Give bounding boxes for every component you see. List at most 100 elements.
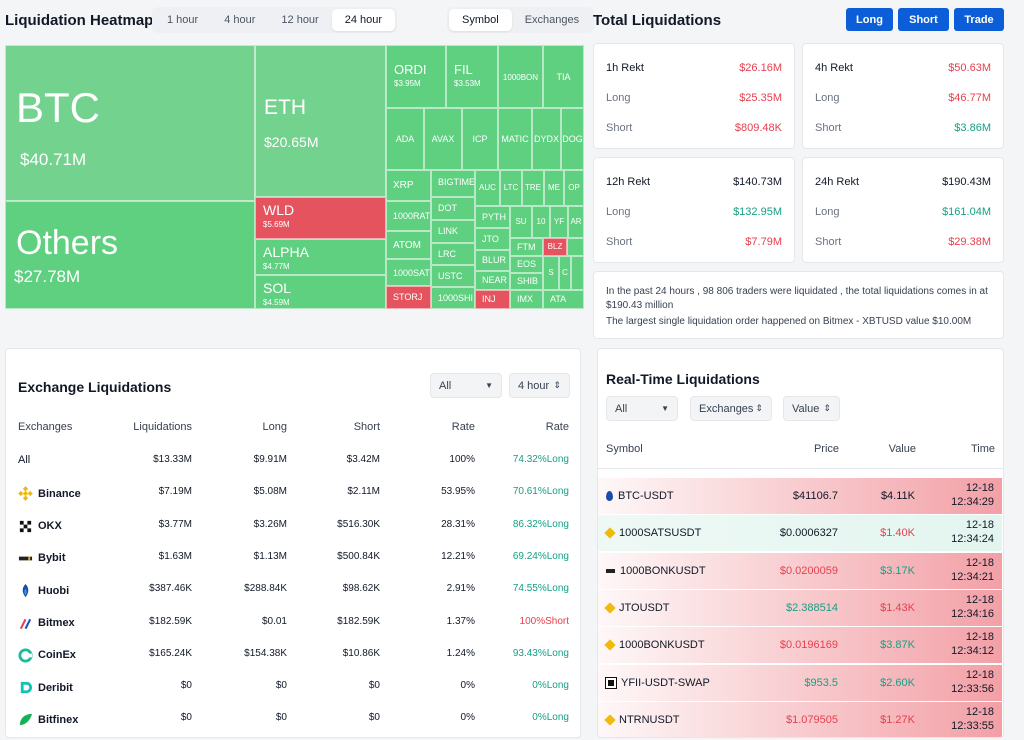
realtime-time-text: 12:34:12	[951, 645, 994, 658]
tile-tia[interactable]: TIA	[543, 45, 584, 108]
tile-fil[interactable]: FIL $3.53M	[446, 45, 498, 108]
tile-ftm[interactable]: FTM	[510, 238, 543, 256]
tile-sol[interactable]: SOL $4.59M	[255, 275, 386, 309]
exchange-filter-dropdown[interactable]: All ▼	[430, 373, 502, 398]
tile-1000bon-name: 1000BON	[502, 73, 539, 82]
exchange-name: OKX	[18, 519, 62, 534]
realtime-row[interactable]: 1000SATSUSDT $0.0006327 $1.40K 12-18 12:34:2…	[598, 514, 1002, 552]
tile-matic[interactable]: MATIC	[498, 108, 532, 170]
bitfinex-icon	[18, 712, 33, 727]
realtime-row[interactable]: 1000BONKUSDT $0.0200059 $3.17K 12-18 12:34:2…	[598, 551, 1002, 589]
trade-button[interactable]: Trade	[954, 8, 1004, 31]
tile-lrc[interactable]: LRC	[431, 243, 475, 265]
view-symbol[interactable]: Symbol	[449, 9, 512, 31]
tile-rats[interactable]: 1000RATS	[386, 201, 431, 231]
tile-eth[interactable]: ETH $20.65M	[255, 45, 386, 197]
timeframe-1h[interactable]: 1 hour	[167, 14, 199, 26]
tile-inj[interactable]: INJ	[475, 290, 510, 309]
tile-ltc[interactable]: LTC	[500, 170, 522, 206]
long-button[interactable]: Long	[846, 8, 893, 31]
tile-atom[interactable]: ATOM	[386, 231, 431, 259]
realtime-time-text: 12:34:24	[951, 533, 994, 546]
exchange-side-rate: 70.61%Long	[512, 486, 569, 498]
exchange-row-bybit[interactable]: Bybit $1.63M $1.13M $500.84K 12.21% 69.24%Lon…	[6, 541, 580, 573]
exchange-row-okx[interactable]: OKX $3.77M $3.26M $516.30K 28.31% 86.32%Long	[6, 509, 580, 541]
tile-ada[interactable]: ADA	[386, 108, 424, 170]
tile-blz[interactable]: BLZ	[543, 238, 567, 256]
tile-small-1[interactable]	[571, 256, 584, 290]
exchange-row-coinex[interactable]: CoinEx $165.24K $154.38K $10.86K 1.24% 93.43%…	[6, 638, 580, 670]
tile-icp[interactable]: ICP	[462, 108, 498, 170]
realtime-row[interactable]: BTC-USDT $41106.7 $4.11K 12-18 12:34:29	[598, 477, 1002, 514]
exchange-row-all[interactable]: All $13.33M $9.91M $3.42M 100% 74.32%Long	[6, 444, 580, 476]
realtime-value-dropdown[interactable]: Value ⇕	[783, 396, 840, 421]
timeframe-4h[interactable]: 4 hour	[224, 14, 256, 26]
exchange-row-deribit[interactable]: Deribit $0 $0 $0 0% 0%Long	[6, 670, 580, 702]
tile-dot[interactable]: DOT	[431, 197, 475, 220]
tile-ltc-name: LTC	[503, 183, 519, 192]
tile-avax[interactable]: AVAX	[424, 108, 462, 170]
tile-eos[interactable]: EOS	[510, 256, 543, 273]
tile-blur[interactable]: BLUR	[475, 250, 510, 271]
tile-jto[interactable]: JTO	[475, 228, 510, 250]
tile-ata[interactable]: ATA	[543, 290, 584, 309]
tile-1000shi[interactable]: 1000SHI	[431, 287, 475, 309]
tile-pyth[interactable]: PYTH	[475, 206, 510, 228]
exchange-time-dropdown[interactable]: 4 hour ⇕	[509, 373, 570, 398]
tile-1000bon[interactable]: 1000BON	[498, 45, 543, 108]
realtime-row[interactable]: 1000BONKUSDT $0.0196169 $3.87K 12-18 12:34:1…	[598, 626, 1002, 664]
tile-me[interactable]: ME	[544, 170, 564, 206]
tile-auc[interactable]: AUC	[475, 170, 500, 206]
tile-ordi[interactable]: ORDI $3.95M	[386, 45, 446, 108]
tile-near[interactable]: NEAR	[475, 271, 510, 290]
tile-su[interactable]: SU	[510, 206, 532, 238]
view-exchanges[interactable]: Exchanges	[524, 14, 580, 26]
tile-wld[interactable]: WLD $5.69M	[255, 197, 386, 239]
tile-10[interactable]: 10	[532, 206, 550, 238]
tile-ustc[interactable]: USTC	[431, 265, 475, 287]
tile-shib[interactable]: SHIB	[510, 273, 543, 290]
tile-xrp[interactable]: XRP	[386, 170, 431, 201]
rekt-short-value: $29.38M	[948, 236, 991, 248]
exchange-short: $98.62K	[342, 583, 380, 595]
short-button[interactable]: Short	[898, 8, 949, 31]
realtime-filter-dropdown[interactable]: All ▼	[606, 396, 678, 421]
exchange-row-bitmex[interactable]: Bitmex $182.59K $0.01 $182.59K 1.37% 100%Shor…	[6, 606, 580, 638]
tile-c[interactable]: C	[559, 256, 571, 290]
exchange-rate: 0%	[460, 680, 475, 692]
tile-1000sats[interactable]: 1000SATS	[386, 259, 431, 286]
tile-storj[interactable]: STORJ	[386, 286, 431, 309]
realtime-value: $2.60K	[880, 676, 915, 689]
realtime-row[interactable]: JTOUSDT $2.388514 $1.43K 12-18 12:34:16	[598, 588, 1002, 626]
rekt-short-row: Short $7.79M	[606, 236, 782, 248]
tile-btc[interactable]: BTC $40.71M	[5, 45, 255, 201]
tile-alpha[interactable]: ALPHA $4.77M	[255, 239, 386, 275]
realtime-price: $41106.7	[792, 490, 838, 502]
realtime-exchanges-dropdown[interactable]: Exchanges ⇕	[690, 396, 772, 421]
exchange-row-bitfinex[interactable]: Bitfinex $0 $0 $0 0% 0%Long	[6, 702, 580, 734]
exchange-row-binance[interactable]: Binance $7.19M $5.08M $2.11M 53.95% 70.61%Lon…	[6, 476, 580, 508]
realtime-row[interactable]: NTRNUSDT $1.079505 $1.27K 12-18 12:33:55	[598, 700, 1002, 737]
exchange-liquidations: $387.46K	[149, 583, 192, 595]
tile-bigtime[interactable]: BIGTIME	[431, 170, 475, 197]
tile-ar[interactable]: AR	[568, 206, 584, 238]
tile-near-name: NEAR	[482, 275, 508, 285]
realtime-row[interactable]: YFII-USDT-SWAP $953.5 $2.60K 12-18 12:33:56	[598, 663, 1002, 701]
tile-s[interactable]: S	[543, 256, 559, 290]
tile-dog[interactable]: DOG	[561, 108, 584, 170]
realtime-symbol: 1000BONKUSDT	[606, 565, 706, 577]
exchange-side-rate: 0%Long	[532, 712, 569, 724]
tile-blz-tail[interactable]	[567, 238, 584, 256]
tile-dydx[interactable]: DYDX	[532, 108, 561, 170]
caret-down-icon: ▼	[485, 381, 493, 390]
exchange-row-huobi[interactable]: Huobi $387.46K $288.84K $98.62K 2.91% 74.55%L…	[6, 573, 580, 605]
tile-tre[interactable]: TRE	[522, 170, 544, 206]
timeframe-12h[interactable]: 12 hour	[281, 14, 319, 26]
tile-op[interactable]: OP	[564, 170, 584, 206]
rekt-short-row: Short $3.86M	[815, 122, 991, 134]
tile-link[interactable]: LINK	[431, 220, 475, 243]
tile-yf[interactable]: YF	[550, 206, 568, 238]
tile-imx[interactable]: IMX	[510, 290, 543, 309]
timeframe-24h[interactable]: 24 hour	[331, 9, 396, 31]
tile-others[interactable]: Others $27.78M	[5, 201, 255, 309]
